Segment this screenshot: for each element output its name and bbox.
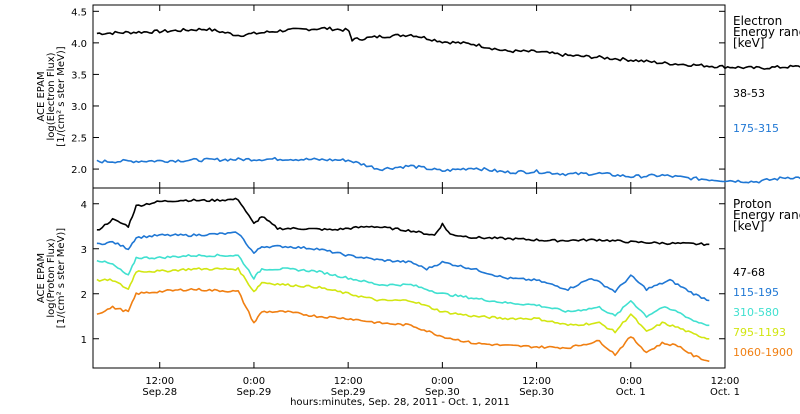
legend-title: Energy ranges <box>733 208 800 222</box>
legend-item: 38-53 <box>733 87 765 100</box>
y-tick-label: 3 <box>81 245 87 256</box>
legend-item: 115-195 <box>733 286 779 299</box>
x-tick-label-date: Oct. 1 <box>710 387 740 398</box>
legend-item: 1060-1900 <box>733 346 793 359</box>
series-line-310-580 <box>96 253 710 327</box>
legend-item: 175-315 <box>733 122 779 135</box>
y-tick-label: 2 <box>81 290 87 301</box>
legend-item: 795-1193 <box>733 326 786 339</box>
series-line-47-68 <box>96 197 710 246</box>
legend-title: Electron <box>733 14 782 28</box>
y-axis-label: log(Electron Flux) <box>46 52 57 140</box>
y-axis-label: ACE EPAM <box>36 71 47 121</box>
series-line-795-1193 <box>96 267 710 340</box>
proton-panel: 1 2 3 4 ACE EPAM log(Proton Flux) [1/(cm² s st… <box>36 187 800 398</box>
x-tick-label-time: 12:00 <box>145 376 174 387</box>
plot-frame <box>92 187 726 369</box>
x-tick-label-date: Sep.30 <box>519 387 554 398</box>
legend-title: Proton <box>733 197 772 211</box>
y-tick-label: 4.0 <box>71 39 87 50</box>
y-tick-label: 1 <box>81 335 87 346</box>
legend-title: Energy ranges <box>733 25 800 39</box>
x-tick-label-time: 12:00 <box>711 376 740 387</box>
series-line-1060-1900 <box>96 287 710 363</box>
electron-panel: 2.0 2.5 3.0 3.5 4.0 4.5 ACE EPAM log(Electron F… <box>36 4 800 189</box>
x-tick-label-time: 12:00 <box>522 376 551 387</box>
y-tick-label: 2.0 <box>71 165 87 176</box>
y-axis-label: ACE EPAM <box>36 253 47 303</box>
legend-title: [keV] <box>733 219 764 233</box>
x-axis-label: hours:minutes, Sep. 28, 2011 - Oct. 1, 2… <box>290 397 510 408</box>
series-line-115-195 <box>96 231 710 302</box>
x-tick-label-time: 0:00 <box>243 376 265 387</box>
legend-title: [keV] <box>733 36 764 50</box>
x-tick-label-time: 0:00 <box>431 376 453 387</box>
legend-item: 47-68 <box>733 266 765 279</box>
y-axis-label: [1/(cm² s ster MeV)] <box>56 46 67 146</box>
y-tick-label: 2.5 <box>71 134 87 145</box>
y-axis-label: [1/(cm² s ster MeV)] <box>56 228 67 328</box>
x-tick-label-date: Sep.30 <box>425 387 460 398</box>
y-tick-label: 3.0 <box>71 102 87 113</box>
series-line-175-315 <box>96 156 800 184</box>
y-tick-label: 3.5 <box>71 70 87 81</box>
x-tick-label-date: Sep.28 <box>142 387 177 398</box>
x-tick-label-date: Sep.29 <box>331 387 366 398</box>
legend-item: 310-580 <box>733 306 779 319</box>
x-tick-label-time: 0:00 <box>620 376 642 387</box>
series-line-38-53 <box>96 26 800 70</box>
y-tick-label: 4.5 <box>71 7 87 18</box>
y-tick-label: 4 <box>81 200 87 211</box>
x-tick-label-date: Oct. 1 <box>616 387 646 398</box>
y-axis-label: log(Proton Flux) <box>46 238 57 317</box>
x-tick-label-time: 12:00 <box>334 376 363 387</box>
x-tick-label-date: Sep.29 <box>237 387 272 398</box>
